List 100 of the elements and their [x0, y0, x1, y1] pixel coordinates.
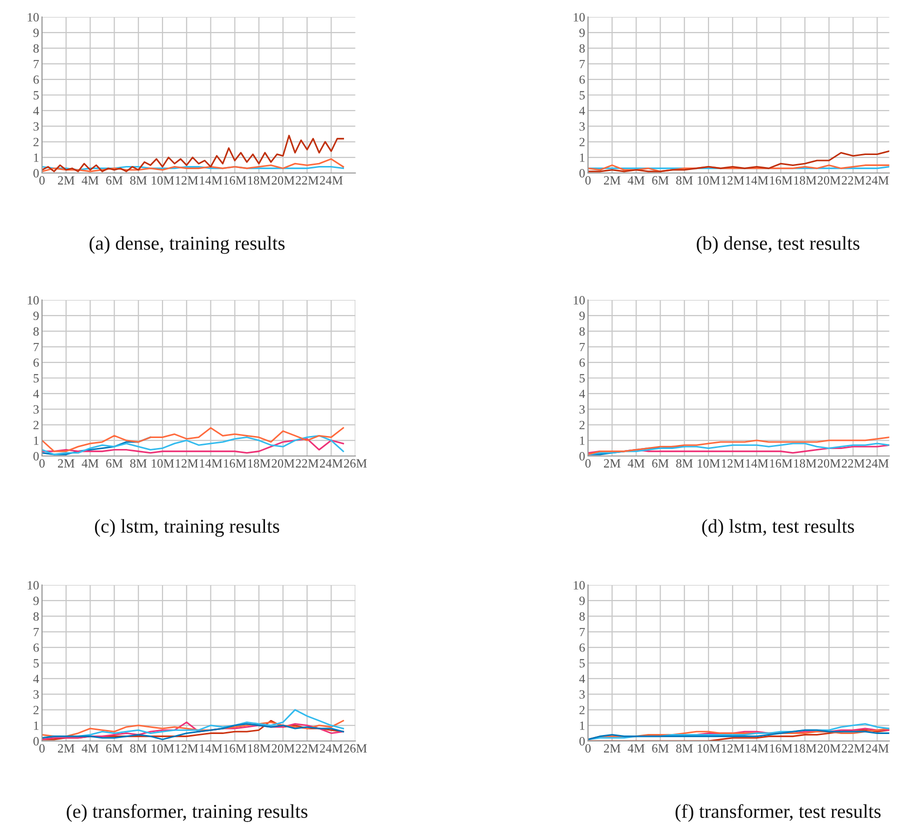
text: (d) lstm, test results	[702, 519, 854, 537]
y-tick-label: 5	[34, 374, 39, 382]
x-tick-label: 10M	[152, 176, 174, 185]
x-tick-label: 4M	[82, 744, 99, 752]
x-tick-label: 20M	[272, 459, 294, 468]
x-tick-label: 10M	[152, 459, 174, 468]
x-tick-label: 2M	[58, 176, 74, 184]
y-tick-label: 7	[34, 628, 39, 636]
x-tick-label: 20M	[818, 176, 840, 185]
x-tick-label: 26M	[344, 744, 367, 753]
x-tick-label: 22M	[842, 176, 865, 184]
y-tick-label: 7	[580, 342, 585, 352]
y-tick-label: 10	[28, 581, 39, 590]
x-tick-label: 6M	[652, 459, 669, 468]
y-tick-label: 4	[579, 106, 586, 115]
y-tick-label: 1	[34, 153, 38, 162]
x-tick-label: 18M	[794, 744, 816, 753]
x-tick-label: 22M	[296, 744, 319, 752]
x-tick-label: 12M	[722, 744, 744, 752]
x-tick-label: 2M	[604, 176, 620, 184]
y-tick-label: 10	[574, 296, 585, 304]
x-tick-label: 26M	[344, 459, 367, 468]
y-tick-label: 6	[34, 643, 39, 652]
y-tick-label: 1	[34, 721, 38, 730]
y-tick-label: 0	[579, 169, 585, 178]
x-tick-label: 16M	[224, 459, 246, 468]
y-tick-label: 6	[580, 643, 585, 652]
x-tick-label: 12M	[722, 176, 744, 184]
y-tick-label: 2	[580, 706, 585, 714]
y-tick-label: 6	[34, 75, 39, 84]
x-tick-label: 22M	[296, 176, 319, 184]
y-tick-label: 10	[28, 296, 39, 304]
y-tick-label: 5	[34, 659, 39, 668]
x-tick-label: 10M	[698, 744, 720, 753]
text: (f) transformer, test results	[676, 804, 881, 822]
y-tick-label: 10	[574, 581, 585, 590]
x-tick-label: 4M	[628, 744, 645, 752]
y-tick-label: 4	[579, 390, 586, 398]
x-tick-label: 4M	[82, 176, 99, 184]
x-tick-label: 16M	[770, 744, 792, 753]
x-tick-label: 24M	[320, 176, 343, 184]
x-tick-label: 10M	[152, 744, 174, 753]
y-tick-label: 4	[579, 674, 586, 683]
y-tick-label: 5	[34, 91, 39, 100]
y-tick-label: 0	[33, 737, 39, 746]
x-tick-label: 24M	[866, 459, 889, 468]
line-series	[42, 158, 344, 172]
x-tick-label: 2M	[58, 459, 74, 468]
y-tick-label: 7	[34, 60, 39, 68]
x-tick-label: 2M	[58, 744, 74, 752]
line-series	[42, 134, 344, 172]
x-tick-label: 2M	[604, 744, 620, 752]
y-tick-label: 3	[580, 405, 585, 414]
y-tick-label: 5	[580, 374, 585, 382]
x-tick-label: 18M	[248, 744, 270, 753]
y-tick-label: 9	[579, 596, 585, 606]
y-tick-label: 0	[579, 452, 585, 460]
x-tick-label: 18M	[248, 459, 270, 468]
x-tick-label: 20M	[272, 176, 294, 185]
y-tick-label: 8	[579, 44, 585, 53]
y-tick-label: 8	[33, 327, 39, 336]
y-tick-label: 1	[580, 153, 584, 162]
x-tick-label: 8M	[676, 744, 693, 753]
x-tick-label: 8M	[130, 176, 147, 185]
y-tick-label: 1	[34, 436, 38, 445]
y-tick-label: 4	[33, 390, 40, 398]
x-tick-label: 8M	[676, 459, 693, 468]
y-tick-label: 0	[33, 169, 39, 178]
x-tick-label: 18M	[794, 176, 816, 185]
x-tick-label: 22M	[296, 459, 319, 468]
x-tick-label: 14M	[200, 744, 222, 752]
y-tick-label: 10	[28, 13, 39, 22]
y-tick-label: 0	[33, 452, 39, 460]
y-tick-label: 9	[33, 596, 39, 606]
x-tick-label: 4M	[82, 459, 99, 468]
y-tick-label: 4	[33, 106, 40, 115]
y-tick-label: 8	[579, 612, 585, 621]
y-tick-label: 9	[579, 312, 585, 320]
line-series	[42, 438, 344, 454]
x-tick-label: 14M	[746, 459, 768, 468]
y-tick-label: 8	[33, 44, 39, 53]
line-series	[42, 427, 344, 452]
x-tick-label: 20M	[272, 744, 294, 753]
x-tick-label: 8M	[130, 744, 147, 753]
x-tick-label: 6M	[106, 176, 123, 185]
x-tick-label: 6M	[106, 459, 123, 468]
y-tick-label: 3	[34, 690, 39, 699]
x-tick-label: 18M	[794, 459, 816, 468]
x-tick-label: 14M	[200, 176, 222, 184]
y-tick-label: 6	[580, 358, 585, 367]
text: (e) transformer, training results	[66, 804, 308, 822]
x-tick-label: 12M	[722, 459, 744, 468]
x-tick-label: 8M	[676, 176, 693, 185]
x-tick-label: 2M	[604, 459, 620, 468]
text: (b) dense, test results	[696, 236, 860, 254]
y-tick-label: 5	[580, 91, 585, 100]
y-tick-label: 2	[580, 420, 585, 430]
y-tick-label: 9	[33, 312, 39, 320]
y-tick-label: 3	[580, 122, 585, 131]
y-tick-label: 9	[579, 28, 585, 38]
